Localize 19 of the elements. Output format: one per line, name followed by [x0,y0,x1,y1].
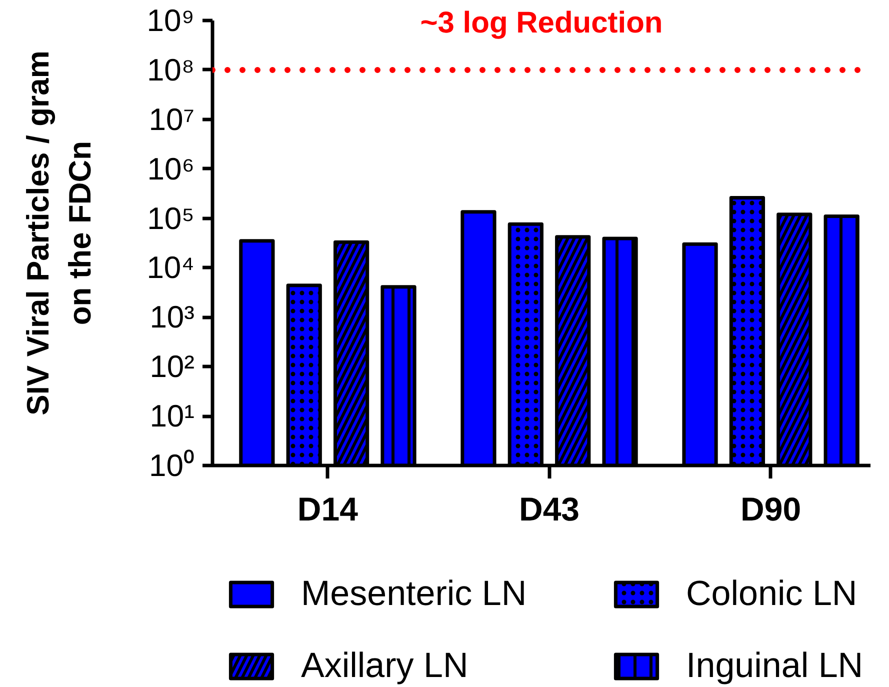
ref-line-label: ~3 log Reduction [420,6,663,40]
y-axis-title: SIV Viral Particles / gram on the FDCn [20,50,98,416]
y-tick-label: 10⁹ [146,3,195,38]
legend-label: Inguinal LN [686,646,864,686]
legend-label: Colonic LN [686,574,858,614]
y-tick-label: 10⁸ [146,52,195,88]
legend-label: Axillary LN [301,646,468,686]
y-tick-label: 10³ [150,300,195,335]
y-tick-label: 10⁷ [148,102,195,137]
y-tick-label: 10⁰ [149,448,195,483]
x-tick-label: D43 [518,490,580,528]
y-tick-label: 10⁴ [146,250,195,286]
legend-label: Mesenteric LN [301,574,527,614]
y-tick-label: 10² [150,349,195,384]
y-tick-label: 10⁶ [147,151,195,186]
x-tick-label: D90 [740,490,802,528]
x-tick-label: D14 [297,490,359,528]
y-tick-label: 10⁵ [147,200,195,236]
y-tick-label: 10¹ [150,398,195,434]
